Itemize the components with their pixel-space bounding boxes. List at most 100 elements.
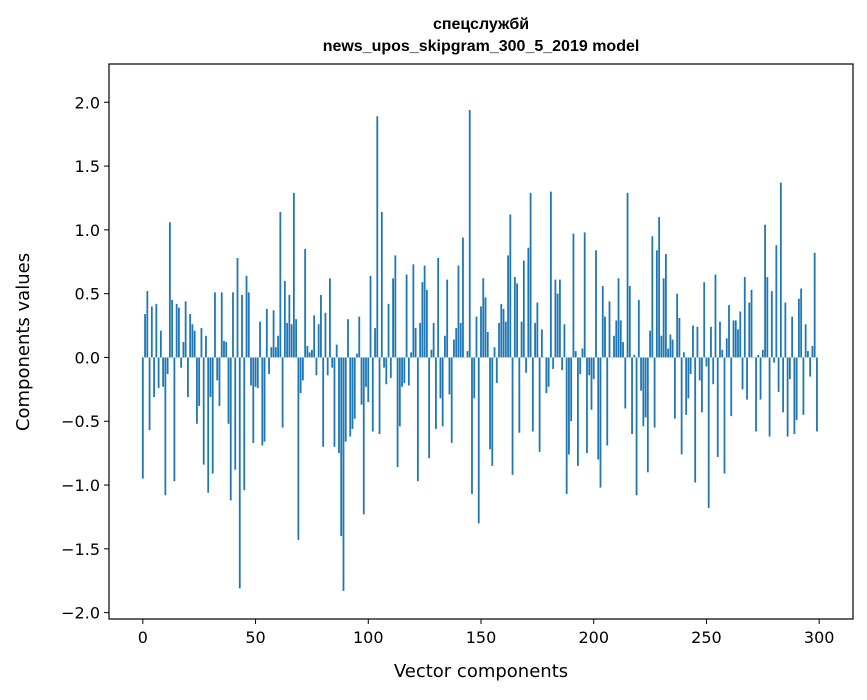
- bar-224: [647, 357, 649, 472]
- bar-59: [275, 347, 277, 357]
- bar-227: [654, 357, 656, 427]
- bar-216: [629, 286, 631, 357]
- bar-254: [715, 275, 717, 358]
- bar-235: [672, 340, 674, 358]
- bar-78: [318, 324, 320, 357]
- bar-115: [401, 357, 403, 386]
- y-axis-label: Components values: [13, 253, 34, 431]
- bar-158: [498, 323, 500, 357]
- bar-173: [532, 357, 534, 431]
- bar-246: [697, 327, 699, 358]
- bar-252: [710, 327, 712, 358]
- bar-191: [573, 234, 575, 358]
- bar-201: [595, 250, 597, 357]
- bar-164: [512, 357, 514, 474]
- bar-122: [417, 357, 419, 481]
- bar-26: [201, 328, 203, 357]
- bar-84: [331, 357, 333, 367]
- bar-214: [624, 357, 626, 408]
- bar-183: [555, 280, 557, 358]
- bar-166: [516, 283, 518, 357]
- bar-247: [699, 357, 701, 380]
- bar-96: [358, 317, 360, 358]
- bar-244: [692, 326, 694, 358]
- bar-153: [487, 332, 489, 358]
- bar-34: [219, 357, 221, 405]
- bar-93: [352, 357, 354, 428]
- bar-24: [196, 357, 198, 423]
- bar-186: [561, 357, 563, 370]
- bar-110: [390, 357, 392, 377]
- bar-210: [615, 320, 617, 357]
- y-tick-label: 0.0: [75, 348, 100, 367]
- bar-119: [410, 352, 412, 357]
- bar-15: [176, 304, 178, 358]
- bar-9: [162, 357, 164, 386]
- bar-6: [155, 304, 157, 358]
- bar-72: [304, 249, 306, 357]
- bar-28: [205, 336, 207, 358]
- bar-161: [505, 322, 507, 358]
- bar-198: [588, 357, 590, 375]
- bar-234: [669, 334, 671, 357]
- bar-120: [412, 264, 414, 357]
- bar-206: [606, 357, 608, 445]
- bar-106: [381, 212, 383, 357]
- bar-248: [701, 357, 703, 412]
- bar-100: [367, 357, 369, 402]
- bar-11: [167, 357, 169, 374]
- bar-146: [471, 357, 473, 494]
- bar-40: [232, 292, 234, 357]
- bar-280: [773, 357, 775, 362]
- bar-43: [239, 357, 241, 588]
- bar-127: [428, 357, 430, 458]
- bar-196: [584, 232, 586, 357]
- bar-192: [575, 351, 577, 357]
- bar-185: [559, 280, 561, 358]
- bar-16: [178, 308, 180, 358]
- x-tick-label: 0: [138, 628, 148, 647]
- bar-269: [748, 303, 750, 358]
- bar-145: [469, 110, 471, 358]
- bar-165: [514, 277, 516, 357]
- bar-222: [642, 357, 644, 426]
- bar-130: [435, 357, 437, 428]
- bar-35: [221, 292, 223, 357]
- bar-104: [376, 116, 378, 357]
- bar-219: [636, 357, 638, 495]
- bar-85: [334, 357, 336, 446]
- bar-286: [787, 357, 789, 436]
- bar-82: [327, 357, 329, 375]
- bar-2: [146, 291, 148, 357]
- bar-81: [325, 313, 327, 358]
- bar-282: [778, 357, 780, 391]
- bar-243: [690, 357, 692, 374]
- bar-87: [338, 357, 340, 453]
- bar-267: [744, 277, 746, 357]
- bar-182: [552, 357, 554, 368]
- bar-86: [336, 345, 338, 358]
- bar-175: [536, 303, 538, 358]
- bar-20: [187, 357, 189, 397]
- bar-112: [394, 255, 396, 357]
- bar-77: [316, 357, 318, 375]
- bar-155: [491, 357, 493, 465]
- bar-187: [564, 324, 566, 357]
- bar-270: [751, 290, 753, 358]
- bar-289: [793, 357, 795, 434]
- bar-116: [403, 357, 405, 383]
- bar-217: [631, 357, 633, 434]
- bar-258: [724, 357, 726, 473]
- bar-33: [216, 357, 218, 380]
- bar-29: [207, 357, 209, 492]
- bar-10: [164, 357, 166, 495]
- bar-21: [189, 314, 191, 357]
- bar-265: [739, 312, 741, 358]
- y-tick-label: 1.0: [75, 221, 100, 240]
- bar-97: [361, 357, 363, 404]
- bar-134: [444, 336, 446, 358]
- bar-103: [374, 328, 376, 357]
- bar-266: [742, 357, 744, 389]
- bar-48: [250, 357, 252, 385]
- bar-295: [807, 351, 809, 357]
